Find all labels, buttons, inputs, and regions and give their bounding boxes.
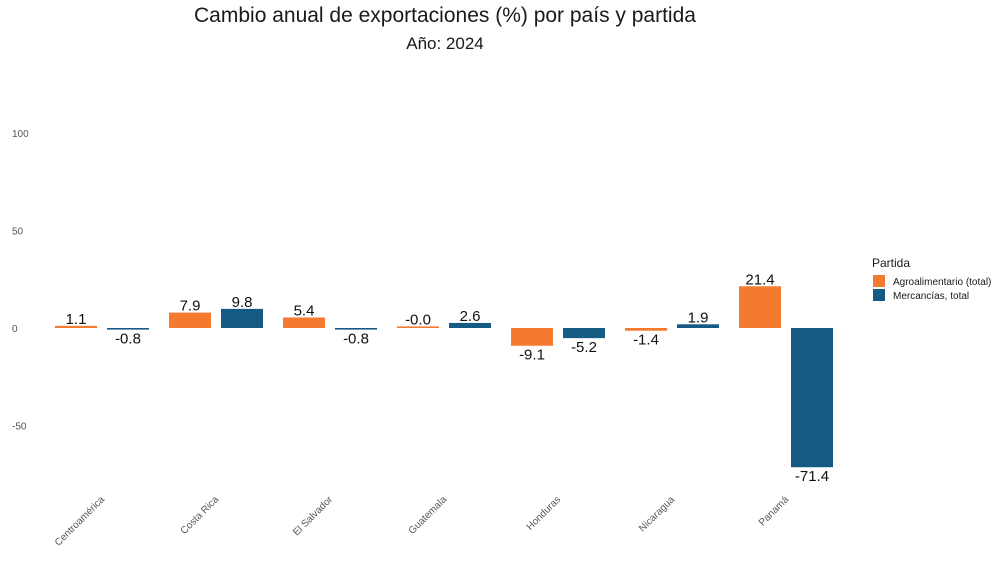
x-tick-label-centroamerica: Centroamérica bbox=[53, 494, 107, 548]
x-tick-label-panama: Panamá bbox=[757, 494, 791, 528]
legend-label-mercancias-total: Mercancías, total bbox=[893, 291, 969, 302]
data-label-guatemala-agroalimentario-total: -0.0 bbox=[405, 311, 431, 328]
y-tick-label: 50 bbox=[12, 227, 24, 238]
bar-honduras-mercancias-total bbox=[563, 328, 605, 339]
data-label-centroamerica-mercancias-total: -0.8 bbox=[115, 331, 141, 348]
data-label-honduras-mercancias-total: -5.2 bbox=[571, 339, 597, 356]
data-label-el-salvador-agroalimentario-total: 5.4 bbox=[294, 302, 315, 319]
bar-group bbox=[55, 286, 833, 468]
data-label-nicaragua-agroalimentario-total: -1.4 bbox=[633, 332, 659, 349]
x-tick-label-guatemala: Guatemala bbox=[407, 494, 450, 537]
x-axis: Centroamérica Costa Rica El Salvador Guatem… bbox=[53, 494, 791, 549]
bar-centroamerica-mercancias-total bbox=[107, 328, 149, 330]
bar-honduras-agroalimentario-total bbox=[511, 328, 553, 346]
x-tick-label-honduras: Honduras bbox=[525, 494, 563, 532]
bar-nicaragua-mercancias-total bbox=[677, 324, 719, 328]
y-axis: 100 50 0 -50 bbox=[12, 129, 29, 433]
x-tick-label-nicaragua: Nicaragua bbox=[637, 494, 677, 534]
data-label-guatemala-mercancias-total: 2.6 bbox=[460, 308, 481, 325]
data-label-costa-rica-agroalimentario-total: 7.9 bbox=[180, 298, 201, 315]
bar-el-salvador-mercancias-total bbox=[335, 328, 377, 330]
y-tick-label: -50 bbox=[12, 422, 27, 433]
data-label-el-salvador-mercancias-total: -0.8 bbox=[343, 331, 369, 348]
bar-costa-rica-agroalimentario-total bbox=[169, 312, 211, 328]
legend-title: Partida bbox=[872, 256, 910, 270]
data-label-honduras-agroalimentario-total: -9.1 bbox=[519, 347, 545, 364]
chart-subtitle: Año: 2024 bbox=[406, 34, 484, 53]
legend-label-agroalimentario-total: Agroalimentario (total) bbox=[893, 277, 991, 288]
bar-el-salvador-agroalimentario-total bbox=[283, 317, 325, 328]
bar-guatemala-mercancias-total bbox=[449, 322, 491, 328]
x-tick-label-costa-rica: Costa Rica bbox=[179, 494, 222, 537]
bar-centroamerica-agroalimentario-total bbox=[55, 325, 97, 328]
data-label-centroamerica-agroalimentario-total: 1.1 bbox=[66, 311, 87, 328]
bar-nicaragua-agroalimentario-total bbox=[625, 328, 667, 331]
y-tick-label: 0 bbox=[12, 324, 18, 335]
bar-panama-mercancias-total bbox=[791, 328, 833, 468]
data-labels: 1.1 -0.8 7.9 9.8 5.4 -0.8 -0.0 2.6 -9.1 -5.2 -1.4 1… bbox=[66, 271, 830, 485]
chart-title: Cambio anual de exportaciones (%) por pa… bbox=[194, 4, 696, 27]
legend-swatch-mercancias-total bbox=[873, 289, 885, 301]
bar-guatemala-agroalimentario-total bbox=[397, 326, 439, 328]
y-tick-label: 100 bbox=[12, 129, 29, 140]
legend: Partida Agroalimentario (total) Mercancías… bbox=[872, 256, 991, 302]
data-label-panama-mercancias-total: -71.4 bbox=[795, 468, 829, 485]
data-label-costa-rica-mercancias-total: 9.8 bbox=[232, 294, 253, 311]
legend-swatch-agroalimentario-total bbox=[873, 275, 885, 287]
data-label-nicaragua-mercancias-total: 1.9 bbox=[688, 309, 709, 326]
x-tick-label-el-salvador: El Salvador bbox=[291, 494, 335, 538]
data-label-panama-agroalimentario-total: 21.4 bbox=[745, 271, 774, 288]
bar-panama-agroalimentario-total bbox=[739, 286, 781, 328]
bar-costa-rica-mercancias-total bbox=[221, 308, 263, 328]
